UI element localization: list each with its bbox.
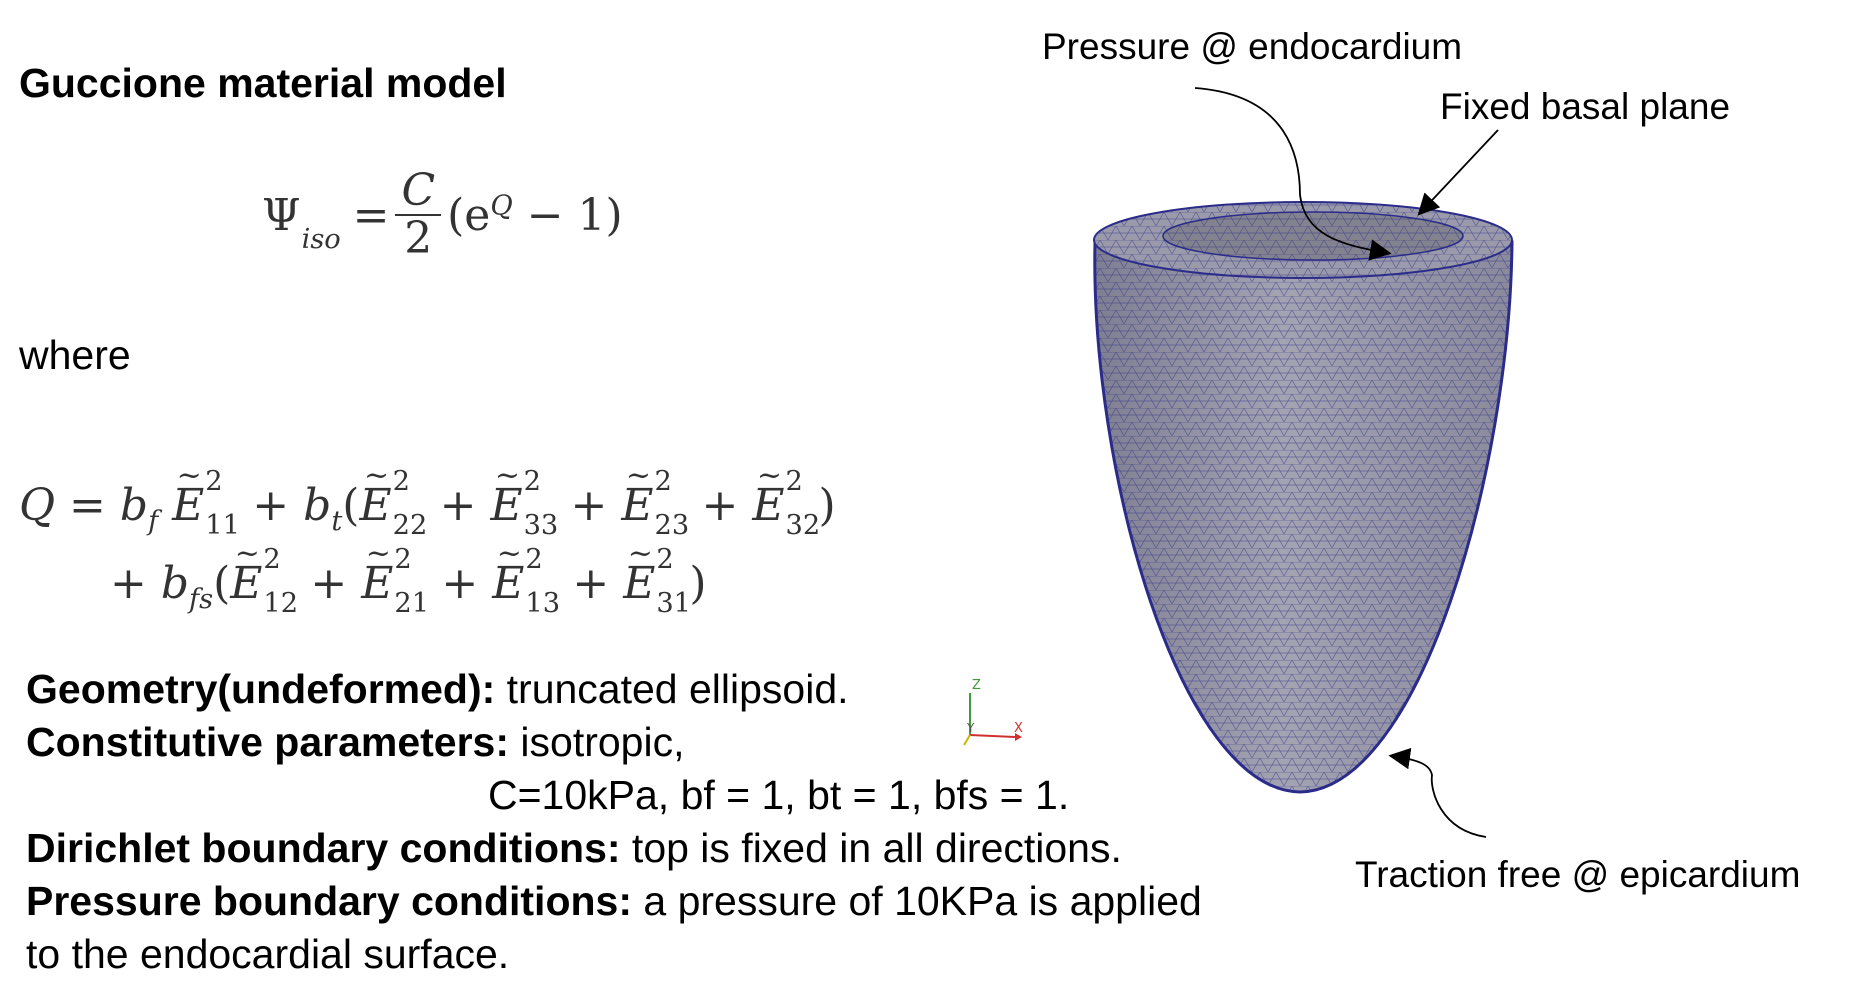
e21-sq: 2 bbox=[394, 544, 412, 575]
param-pressure-cont: to the endocardial surface. bbox=[26, 931, 509, 978]
e11: E bbox=[172, 458, 204, 531]
pressure-annotation: Pressure @ endocardium bbox=[1042, 26, 1463, 67]
pressure-cont-value: to the endocardial surface. bbox=[26, 931, 510, 977]
pressure-value: a pressure of 10KPa is applied bbox=[632, 878, 1202, 924]
y-axis-line bbox=[963, 734, 971, 746]
psi-symbol: Ψ bbox=[262, 189, 301, 241]
param-geometry: Geometry(undeformed): truncated ellipsoi… bbox=[26, 666, 849, 713]
e31-sq: 2 bbox=[656, 544, 674, 575]
e23-sq: 2 bbox=[654, 466, 672, 497]
open-paren-1: ( bbox=[342, 480, 360, 531]
psi-rest: (eQ − 1) bbox=[447, 190, 623, 241]
endocardial-mesh bbox=[1163, 212, 1463, 260]
e21: E bbox=[361, 536, 393, 609]
constitutive-label: Constitutive parameters: bbox=[26, 719, 510, 765]
e32-sq: 2 bbox=[785, 466, 803, 497]
bf-sub: f bbox=[148, 505, 159, 537]
dirichlet-value: top is fixed in all directions. bbox=[620, 825, 1122, 871]
e22-sub: 22 bbox=[392, 510, 428, 541]
e23: E bbox=[621, 458, 653, 531]
where-text: where bbox=[19, 332, 131, 378]
ellipsoid-mesh bbox=[1093, 201, 1514, 794]
equals-sign: = bbox=[352, 189, 390, 241]
exp-close: − 1) bbox=[512, 189, 623, 241]
e12-sub: 12 bbox=[263, 588, 299, 619]
e13-sub: 13 bbox=[525, 588, 561, 619]
open-paren-2: ( bbox=[213, 558, 231, 609]
exp-open: (e bbox=[447, 189, 491, 241]
bt-sub: t bbox=[331, 505, 343, 537]
plus-bfs: + b bbox=[110, 558, 190, 609]
e21-sub: 21 bbox=[394, 588, 430, 619]
e33-sq: 2 bbox=[523, 466, 541, 497]
pressure-label: Pressure boundary conditions: bbox=[26, 878, 632, 924]
e12: E bbox=[230, 536, 262, 609]
plus-6: + bbox=[558, 558, 624, 609]
close-paren-2: ) bbox=[689, 558, 707, 609]
y-axis-label: Y bbox=[966, 721, 975, 735]
e12-sq: 2 bbox=[263, 544, 281, 575]
fraction-numerator: C bbox=[395, 168, 442, 216]
e33-sub: 33 bbox=[523, 510, 559, 541]
fraction: C 2 bbox=[395, 168, 442, 264]
dirichlet-label: Dirichlet boundary conditions: bbox=[26, 825, 621, 871]
fixed-annotation: Fixed basal plane bbox=[1440, 86, 1731, 127]
fraction-denominator: 2 bbox=[404, 213, 433, 264]
plus-1: + bbox=[425, 480, 491, 531]
param-pressure: Pressure boundary conditions: a pressure… bbox=[26, 878, 1202, 925]
e22: E bbox=[359, 458, 391, 531]
plus-bt: + b bbox=[252, 480, 332, 531]
traction-annotation: Traction free @ epicardium bbox=[1355, 854, 1801, 895]
e23-sub: 23 bbox=[654, 510, 690, 541]
e32-sub: 32 bbox=[785, 510, 821, 541]
param-dirichlet: Dirichlet boundary conditions: top is fi… bbox=[26, 825, 1122, 872]
e31-sub: 31 bbox=[656, 588, 692, 619]
geometry-value: truncated ellipsoid. bbox=[495, 666, 849, 712]
plus-5: + bbox=[427, 558, 493, 609]
param-constitutive: Constitutive parameters: isotropic, bbox=[26, 719, 684, 766]
plus-3: + bbox=[687, 480, 753, 531]
bfs-sub: fs bbox=[189, 583, 214, 615]
orientation-axes-icon: Z Y X bbox=[963, 678, 1023, 746]
x-axis-label: X bbox=[1014, 721, 1023, 736]
x-axis-arrow bbox=[1015, 733, 1022, 741]
constitutive-value: isotropic, bbox=[509, 719, 685, 765]
e31: E bbox=[623, 536, 655, 609]
e13: E bbox=[492, 536, 524, 609]
e13-sq: 2 bbox=[525, 544, 543, 575]
psi-subscript: iso bbox=[301, 223, 341, 255]
e22-sq: 2 bbox=[392, 466, 410, 497]
q-lead: Q = b bbox=[19, 480, 149, 531]
e32: E bbox=[752, 458, 784, 531]
model-title: Guccione material model bbox=[19, 60, 507, 106]
exp-sup: Q bbox=[490, 189, 513, 221]
geometry-label: Geometry(undeformed): bbox=[26, 666, 496, 712]
e33: E bbox=[490, 458, 522, 531]
constants-value: C=10kPa, bf = 1, bt = 1, bfs = 1. bbox=[488, 772, 1070, 818]
param-constants: C=10kPa, bf = 1, bt = 1, bfs = 1. bbox=[488, 772, 1069, 819]
plus-4: + bbox=[296, 558, 362, 609]
surface-mesh bbox=[1094, 242, 1512, 792]
plus-2: + bbox=[556, 480, 622, 531]
close-paren-1: ) bbox=[818, 480, 836, 531]
z-axis-label: Z bbox=[972, 678, 981, 693]
e11-sq: 2 bbox=[205, 466, 223, 497]
x-axis-line bbox=[969, 734, 1016, 738]
